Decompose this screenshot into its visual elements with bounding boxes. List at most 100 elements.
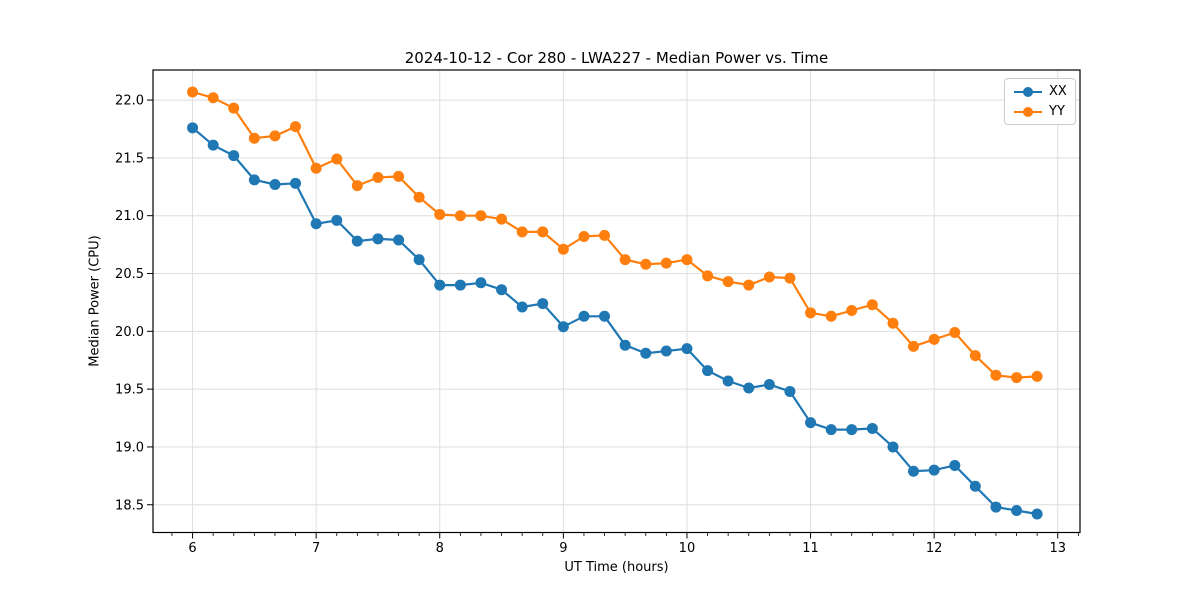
data-point-yy — [763, 271, 775, 283]
data-point-xx — [640, 347, 652, 359]
data-point-yy — [969, 350, 981, 362]
data-point-xx — [887, 441, 899, 453]
data-point-xx — [557, 321, 569, 333]
legend-marker-xx-icon — [1014, 84, 1042, 99]
data-point-yy — [269, 130, 281, 142]
data-point-yy — [454, 210, 466, 222]
data-point-yy — [722, 276, 734, 288]
data-point-yy — [681, 254, 693, 266]
data-point-yy — [228, 102, 240, 114]
data-point-xx — [393, 234, 405, 246]
legend-item-yy: YY — [1014, 104, 1066, 119]
data-point-xx — [743, 382, 755, 394]
data-point-xx — [805, 417, 817, 429]
data-point-yy — [784, 272, 796, 284]
series-yy-line — [192, 90, 1038, 379]
data-point-yy — [1011, 372, 1023, 384]
data-point-yy — [866, 299, 878, 311]
data-point-xx — [516, 301, 528, 313]
data-point-yy — [599, 229, 611, 241]
data-point-yy — [702, 270, 714, 282]
x-tick-label: 8 — [436, 541, 444, 556]
data-point-yy — [434, 209, 446, 221]
legend-marker-yy-icon — [1014, 104, 1042, 119]
plot-border — [152, 69, 1081, 534]
x-tick-label: 11 — [802, 541, 819, 556]
data-point-yy — [393, 170, 405, 182]
data-point-yy — [413, 191, 425, 203]
data-point-xx — [1011, 505, 1023, 517]
data-point-yy — [805, 307, 817, 319]
x-tick-label: 9 — [559, 541, 567, 556]
legend-item-xx: XX — [1014, 84, 1067, 99]
data-point-xx — [702, 365, 714, 377]
x-tick-label: 7 — [312, 541, 320, 556]
data-point-xx — [784, 385, 796, 397]
chart-title: 2024-10-12 - Cor 280 - LWA227 - Median P… — [404, 49, 829, 67]
data-point-yy — [743, 279, 755, 291]
data-point-xx — [681, 343, 693, 355]
y-tick-label: 19.5 — [115, 383, 144, 398]
data-point-yy — [372, 172, 384, 184]
data-point-yy — [928, 333, 940, 345]
y-tick-label: 18.5 — [115, 498, 144, 513]
data-point-yy — [331, 153, 343, 165]
data-point-yy — [640, 258, 652, 270]
data-point-xx — [990, 501, 1002, 513]
data-point-yy — [310, 162, 322, 174]
data-point-xx — [496, 284, 508, 296]
data-point-xx — [619, 339, 631, 351]
data-point-xx — [331, 214, 343, 226]
data-point-xx — [248, 174, 260, 186]
data-point-xx — [187, 122, 199, 134]
data-point-yy — [846, 305, 858, 316]
data-point-yy — [207, 92, 219, 104]
legend-label-xx: XX — [1049, 84, 1067, 99]
data-point-yy — [290, 121, 302, 133]
data-point-xx — [537, 298, 549, 310]
data-point-yy — [990, 369, 1002, 381]
y-tick-label: 19.0 — [115, 440, 144, 455]
data-point-yy — [557, 243, 569, 255]
data-point-xx — [866, 422, 878, 434]
data-point-xx — [969, 480, 981, 492]
data-point-yy — [516, 226, 528, 238]
data-point-xx — [454, 279, 466, 291]
y-axis-label: Median Power (CPU) — [87, 235, 103, 367]
series-xx-line — [191, 126, 1038, 516]
data-point-yy — [475, 210, 487, 222]
data-point-yy — [351, 180, 363, 192]
x-tick-label: 6 — [188, 541, 196, 556]
data-point-yy — [825, 310, 837, 322]
data-point-xx — [269, 178, 281, 190]
x-tick-label: 12 — [926, 541, 943, 556]
data-point-xx — [434, 279, 446, 291]
data-point-yy — [1031, 370, 1043, 382]
data-point-xx — [825, 424, 837, 436]
data-point-yy — [887, 317, 899, 329]
data-point-yy — [949, 326, 961, 338]
x-tick-label: 10 — [679, 541, 696, 556]
data-point-yy — [660, 257, 672, 269]
data-point-xx — [207, 139, 219, 151]
data-point-yy — [908, 340, 920, 352]
x-axis-label: UT Time (hours) — [564, 560, 669, 575]
y-tick-label: 21.0 — [115, 209, 144, 224]
data-point-xx — [310, 218, 322, 230]
data-point-xx — [908, 465, 920, 477]
data-point-xx — [578, 310, 590, 322]
data-point-xx — [660, 345, 672, 357]
y-tick-label: 22.0 — [115, 94, 144, 109]
data-point-xx — [475, 277, 487, 289]
legend: XX YY — [1004, 78, 1076, 125]
data-point-xx — [351, 235, 363, 247]
data-point-xx — [928, 464, 940, 476]
legend-label-yy: YY — [1049, 104, 1065, 119]
data-point-yy — [496, 213, 508, 225]
data-point-xx — [1031, 508, 1043, 520]
y-tick-label: 20.0 — [115, 325, 144, 340]
data-point-yy — [248, 132, 260, 144]
data-point-xx — [949, 459, 961, 471]
